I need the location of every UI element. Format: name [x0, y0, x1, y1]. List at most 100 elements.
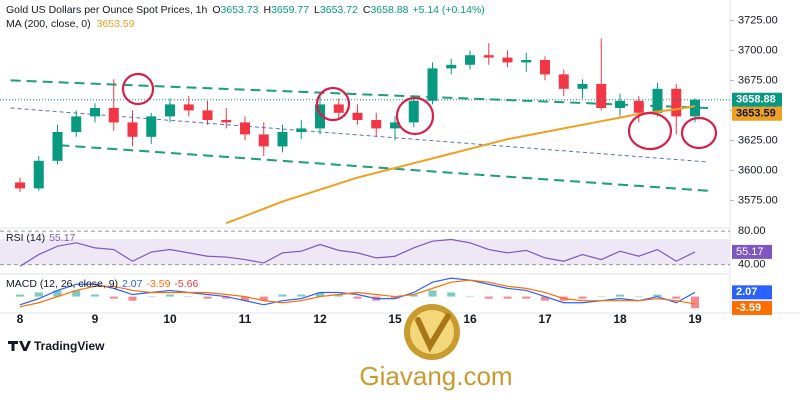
candle-body [127, 122, 138, 137]
rsi-value-box [732, 244, 772, 259]
change: +5.14 (+0.14%) [412, 4, 484, 16]
x-tick-label: 15 [388, 312, 402, 326]
macd-histogram-bar [466, 296, 474, 298]
macd-histogram-bar [522, 296, 531, 299]
macd-title: MACD (12, 26, close, 9) [6, 278, 118, 290]
candle-body [633, 100, 644, 113]
y-tick-label: 3700.00 [738, 44, 778, 56]
annotation-circles [121, 72, 718, 151]
watermark-logo: Giavang.com [359, 304, 513, 391]
watermark-text: Giavang.com [359, 361, 512, 391]
x-tick-label: 18 [613, 312, 627, 326]
macd-histogram-bar [634, 296, 643, 298]
macd-value: -5.66 [174, 278, 198, 290]
tradingview-icon [8, 341, 31, 351]
macd-histogram-bar [109, 296, 118, 299]
macd-histogram-bar [391, 296, 399, 299]
macd-histogram-bar [241, 296, 249, 301]
macd-value: -3.59 [146, 278, 170, 290]
macd-value: 2.07 [122, 278, 143, 290]
macd-histogram-bar [597, 296, 606, 298]
rsi-value: 55.17 [49, 232, 75, 244]
annotation-circle [680, 116, 718, 150]
macd-legend: MACD (12, 26, close, 9) 2.07 -3.59 -5.66 [6, 278, 199, 290]
platform-name: TradingView [34, 339, 105, 353]
macd-histogram-bar [653, 294, 662, 297]
ohlc-prefix: H [263, 4, 271, 16]
candle-body [371, 120, 382, 129]
candle-body [221, 120, 232, 123]
ohlc-prefix: L [314, 4, 320, 16]
y-tick-label: 3625.00 [738, 134, 778, 146]
x-tick-label: 17 [538, 312, 552, 326]
candle-body [277, 132, 288, 147]
macd-value-label: 2.07 [736, 286, 757, 298]
annotation-circle [395, 96, 435, 136]
macd-histogram-bar [672, 296, 681, 299]
macd-value-label: -3.59 [736, 302, 761, 314]
rsi-legend: RSI (14) 55.17 [6, 232, 76, 244]
macd-histogram-bar [334, 294, 343, 297]
candle-body [165, 104, 175, 117]
macd-histogram-bar [16, 294, 24, 297]
moving-average [225, 105, 696, 225]
macd-histogram-bar [484, 296, 493, 299]
macd-histogram-bar [353, 296, 362, 299]
macd-histogram-bar [34, 292, 43, 297]
x-tick-label: 8 [17, 312, 24, 326]
macd-histogram-bar [128, 296, 137, 301]
x-tick-label: 11 [239, 312, 252, 326]
y-tick-label: 3575.00 [738, 194, 778, 206]
macd-histogram-bar [222, 296, 231, 299]
x-tick-label: 12 [313, 312, 327, 326]
tradingview-logo: TradingView [8, 339, 105, 353]
candle-body [615, 100, 625, 108]
macd-histogram-bar [278, 294, 287, 297]
rsi-title: RSI (14) [6, 232, 45, 244]
candle-body [540, 60, 550, 75]
y-tick-label: 3675.00 [738, 74, 778, 86]
ma-value-box [732, 106, 782, 121]
macd-histogram-bar [409, 294, 418, 297]
macd-line [19, 277, 696, 306]
candle-body [183, 104, 194, 111]
candle-body [427, 68, 438, 101]
candle-body [558, 74, 569, 89]
macd-histogram-bar [184, 296, 193, 298]
last-price-box [732, 92, 782, 107]
macd-histogram-bar [616, 294, 624, 297]
candle-body [108, 108, 119, 123]
candle-body [690, 99, 700, 117]
candle-body [577, 84, 588, 89]
ohlc-prefix: O [212, 4, 220, 16]
watermark-v [415, 313, 451, 353]
candle-body [296, 128, 307, 132]
candle-body [446, 64, 457, 69]
macd-histogram-bar [72, 290, 81, 297]
x-tick-label: 16 [463, 312, 477, 326]
candle-body [596, 84, 607, 108]
candle-body [502, 57, 513, 63]
candle-body [352, 112, 363, 120]
chart-title: Gold US Dollars per Ounce Spot Prices, 1… [6, 4, 485, 16]
candle-body [146, 116, 157, 137]
rsi-line [19, 238, 696, 267]
ohlc-value: 3659.77 [271, 4, 309, 16]
candle-body [390, 122, 400, 129]
y-tick-label: 80.00 [738, 225, 766, 237]
candle-body [521, 60, 532, 63]
ohlc-value: 3653.72 [320, 4, 358, 16]
candle-body [483, 55, 494, 58]
annotation-circle [627, 111, 673, 151]
candle-body [671, 88, 682, 117]
candle-body [33, 160, 44, 189]
macd-histogram-bar [428, 290, 437, 297]
candle-body [15, 182, 25, 189]
ma-value: 3653.59 [97, 18, 135, 30]
ma-legend: MA (200, close, 0) 3653.59 [6, 18, 135, 30]
rsi-band [0, 239, 730, 265]
y-tick-label: 3725.00 [738, 14, 778, 26]
annotation-circle [121, 72, 155, 106]
